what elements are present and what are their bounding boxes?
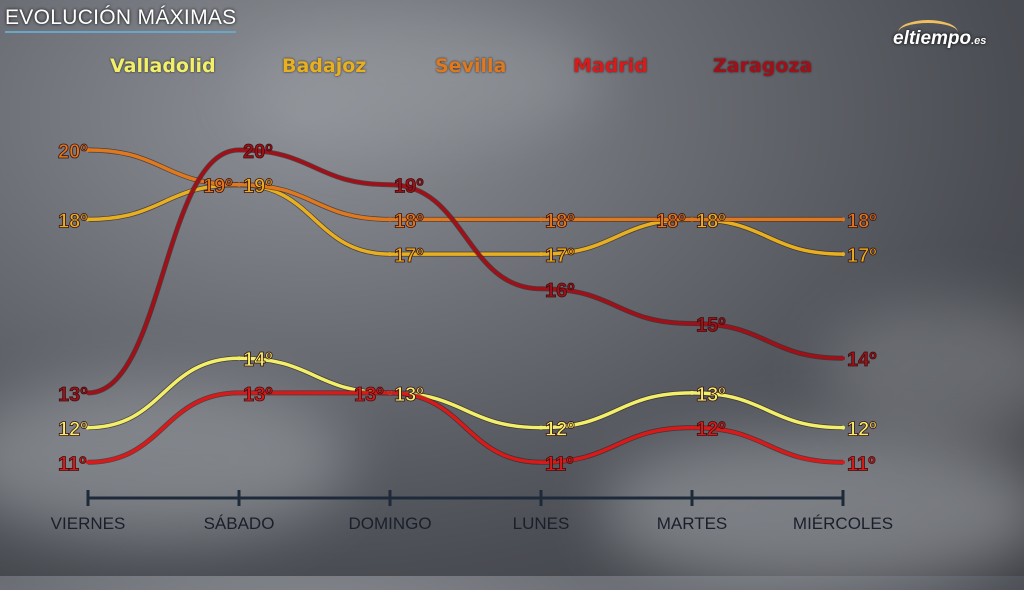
logo-suffix: .es [971, 35, 987, 47]
data-point [237, 182, 241, 187]
legend-item-zaragoza: Zaragoza [713, 55, 813, 77]
series-line-zaragoza [87, 148, 844, 395]
x-tick-label: VIERNES [51, 514, 126, 533]
data-label: 11º [58, 453, 86, 475]
data-point [388, 390, 392, 395]
data-point [841, 217, 845, 222]
data-label: 14º [243, 349, 273, 371]
data-label: 15º [696, 315, 726, 337]
data-label: 20º [58, 141, 88, 163]
data-label: 12º [847, 419, 877, 441]
data-label: 19º [203, 176, 233, 198]
x-tick-label: MARTES [657, 514, 728, 533]
data-point [388, 252, 392, 257]
data-label: 12º [545, 419, 575, 441]
x-tick-label: SÁBADO [204, 514, 275, 533]
data-label: 13º [354, 384, 384, 406]
data-point [690, 425, 694, 430]
data-label: 11º [847, 453, 875, 475]
data-label: 13º [696, 384, 726, 406]
series-line-madrid [87, 391, 844, 465]
x-tick-label: LUNES [513, 514, 570, 533]
data-label: 18º [847, 210, 877, 232]
data-point [690, 390, 694, 395]
data-point [237, 390, 241, 395]
series-line-shadow [87, 355, 844, 431]
data-label: 18º [58, 210, 88, 232]
data-label: 20º [243, 141, 273, 163]
data-point [539, 286, 543, 291]
data-point [841, 252, 845, 257]
data-point [86, 425, 90, 430]
data-label: 19º [243, 176, 273, 198]
data-label: 12º [696, 419, 726, 441]
legend-item-madrid: Madrid [573, 55, 648, 77]
data-label: 12º [58, 419, 88, 441]
x-tick-label: DOMINGO [348, 514, 431, 533]
data-label: 18º [545, 210, 575, 232]
logo-main: eltiempo [893, 28, 972, 49]
data-label: 18º [394, 210, 424, 232]
data-label: 17º [847, 245, 877, 267]
data-point [539, 217, 543, 222]
series-line-valladolid [87, 356, 844, 430]
data-point [690, 217, 694, 222]
data-point [86, 390, 90, 395]
data-label: 13º [243, 384, 273, 406]
series-line-sevilla [87, 148, 843, 222]
data-point [388, 182, 392, 187]
chart-title: EVOLUCIÓN MÁXIMAS [5, 6, 237, 33]
data-label: 14º [847, 349, 877, 371]
data-point [539, 252, 543, 257]
legend: Valladolid Badajoz Sevilla Madrid Zaragoza [0, 55, 1024, 81]
data-point [86, 460, 90, 465]
data-label: 17º [394, 245, 424, 267]
data-point [388, 217, 392, 222]
data-point [841, 460, 845, 465]
series-line-shadow [87, 147, 843, 222]
chart-plot: VIERNES SÁBADO DOMINGO LUNES MARTES MIÉRCOLES… [51, 141, 893, 533]
data-label: 13º [394, 384, 424, 406]
data-point [841, 425, 845, 430]
data-point [86, 148, 90, 152]
data-point [539, 460, 543, 465]
legend-item-badajoz: Badajoz [282, 55, 367, 77]
x-tick-label: MIÉRCOLES [793, 514, 893, 533]
data-label: 17º [545, 245, 575, 267]
data-label: 16º [545, 280, 575, 302]
legend-item-sevilla: Sevilla [435, 55, 507, 77]
data-label: 13º [58, 384, 88, 406]
legend-item-valladolid: Valladolid [110, 55, 216, 77]
data-point [539, 425, 543, 430]
logo-cloud-icon [898, 20, 958, 45]
data-point [690, 321, 694, 326]
data-label: 18º [656, 210, 686, 232]
data-label: 19º [394, 176, 424, 198]
data-label: 18º [696, 210, 726, 232]
data-label: 11º [545, 453, 573, 475]
logo: eltiempo.es [893, 28, 986, 50]
data-point [841, 356, 845, 361]
data-point [237, 148, 241, 152]
data-point [86, 217, 90, 222]
data-point [237, 356, 241, 361]
